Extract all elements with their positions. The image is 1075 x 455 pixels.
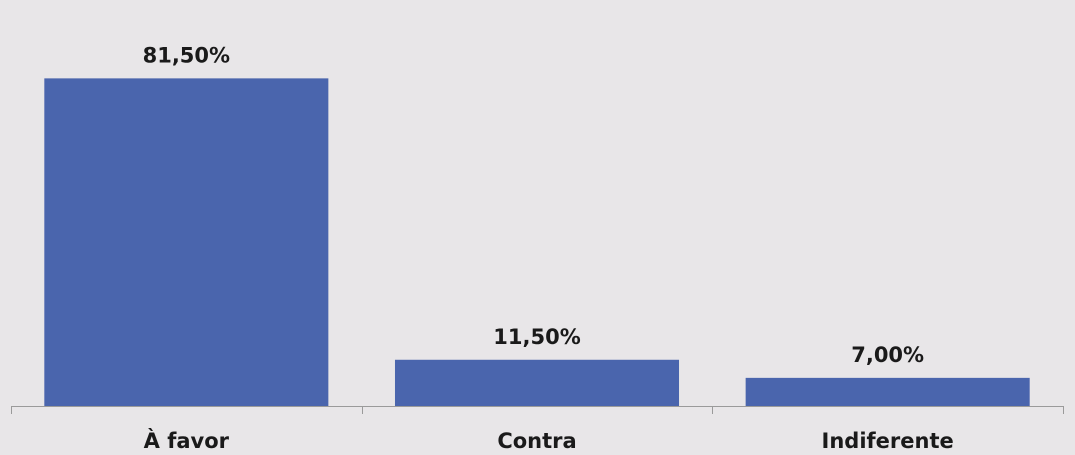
bars-group (44, 78, 1030, 407)
x-axis-ticks (11, 406, 1064, 414)
bar (394, 359, 680, 406)
data-label: 11,50% (493, 325, 580, 349)
category-label: Contra (497, 429, 576, 453)
category-labels-group: À favor Contra Indiferente (144, 428, 954, 453)
data-labels-group: 81,50% 11,50% 7,00% (143, 43, 924, 366)
category-label: Indiferente (822, 429, 954, 453)
data-label: 81,50% (143, 43, 230, 67)
bar (44, 78, 329, 407)
data-label: 7,00% (851, 343, 924, 367)
category-label: À favor (144, 428, 230, 453)
bar (745, 377, 1030, 406)
